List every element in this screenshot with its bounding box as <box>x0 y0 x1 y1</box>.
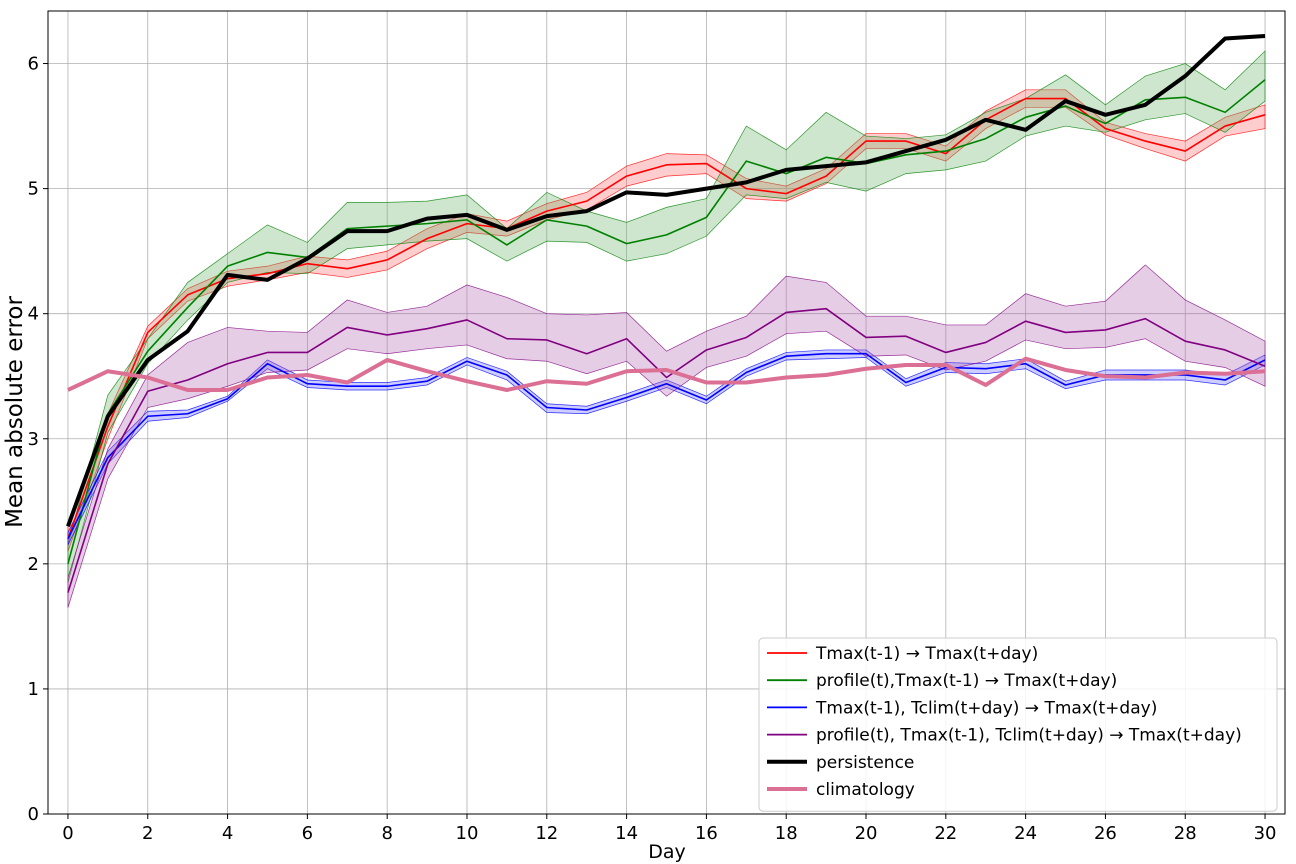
legend-label: profile(t),Tmax(t-1) → Tmax(t+day) <box>816 671 1117 691</box>
line-tmax-t-1-tclim-t-day-tmax-t-day <box>67 352 1266 540</box>
legend-box <box>758 637 1278 812</box>
legend-label: climatology <box>816 780 915 800</box>
series-lines <box>66 34 1266 593</box>
y-tick-label: 4 <box>28 304 39 325</box>
y-tick-label: 5 <box>28 179 39 200</box>
x-tick-label: 10 <box>456 823 479 844</box>
confidence-bands <box>67 50 1266 608</box>
y-tick-label: 2 <box>28 554 39 575</box>
x-tick-label: 14 <box>615 823 638 844</box>
x-tick-label: 30 <box>1254 823 1277 844</box>
x-tick-label: 18 <box>775 823 798 844</box>
legend-label: Tmax(t-1) → Tmax(t+day) <box>815 644 1038 664</box>
legend: Tmax(t-1) → Tmax(t+day) profile(t),Tmax(t… <box>758 637 1278 812</box>
y-tick-label: 1 <box>28 679 39 700</box>
x-tick-label: 4 <box>222 823 233 844</box>
line-persistence <box>66 34 1266 528</box>
x-tick-label: 28 <box>1174 823 1197 844</box>
x-tick-label: 16 <box>695 823 718 844</box>
line-tmax-t-1-tmax-t-day <box>67 97 1266 540</box>
x-tick-label: 20 <box>855 823 878 844</box>
plot-frame <box>47 10 1286 815</box>
x-axis-ticks: 0 2 4 6 8 10 12 14 16 18 20 22 24 26 28 30 <box>62 814 1277 844</box>
legend-label: profile(t), Tmax(t-1), Tclim(t+day) → Tm… <box>816 726 1242 746</box>
y-tick-label: 0 <box>28 804 39 825</box>
legend-label: Tmax(t-1), Tclim(t+day) → Tmax(t+day) <box>815 698 1157 718</box>
band-profile-t-tmax-t-1-tclim-t-day-tmax-t-day <box>67 264 1266 608</box>
x-tick-label: 8 <box>381 823 392 844</box>
x-tick-label: 2 <box>142 823 153 844</box>
x-tick-label: 0 <box>62 823 73 844</box>
y-tick-label: 6 <box>28 54 39 75</box>
y-tick-label: 3 <box>28 429 39 450</box>
band-tmax-t-1-tmax-t-day <box>67 89 1266 552</box>
legend-label: persistence <box>816 753 914 773</box>
x-tick-label: 6 <box>302 823 313 844</box>
line-climatology <box>67 356 1266 392</box>
x-tick-label: 26 <box>1094 823 1117 844</box>
line-profile-t-tmax-t-1-tclim-t-day-tmax-t-day <box>67 307 1266 593</box>
x-axis-label: Day <box>648 841 686 863</box>
y-axis-ticks: 0 1 2 3 4 5 6 <box>28 54 48 825</box>
x-tick-label: 22 <box>934 823 957 844</box>
x-tick-label: 24 <box>1014 823 1037 844</box>
x-tick-label: 12 <box>535 823 558 844</box>
line-profile-t-tmax-t-1-tmax-t-day <box>67 79 1266 565</box>
y-axis-label: Mean absolute error <box>2 296 28 528</box>
